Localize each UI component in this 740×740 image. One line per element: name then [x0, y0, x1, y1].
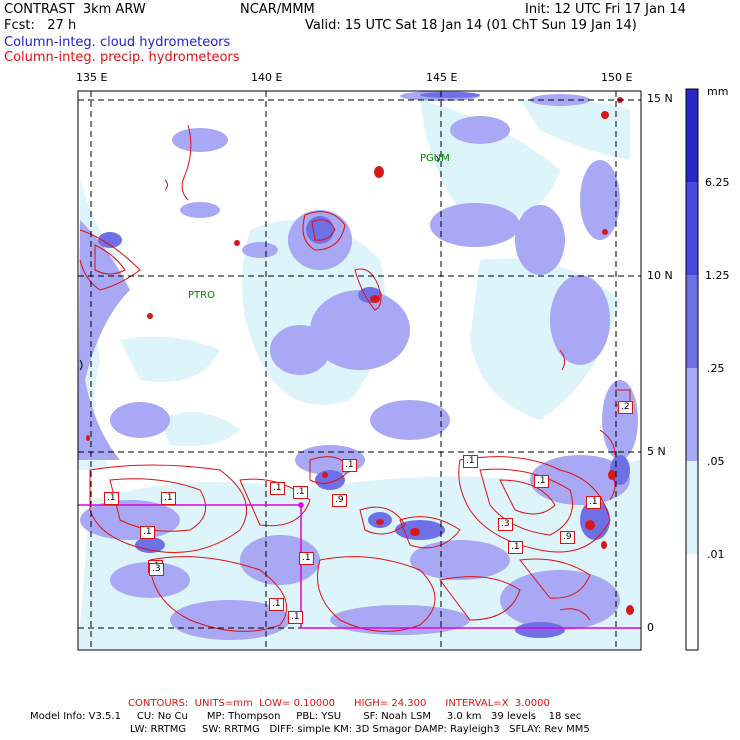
field-precip-label: Column-integ. precip. hydrometeors — [4, 50, 240, 65]
station-pgum-label: PGUM — [420, 153, 450, 164]
contour-label: .1 — [342, 459, 357, 472]
contour-label: .1 — [463, 455, 478, 468]
contour-label: .1 — [269, 598, 284, 611]
lon-label-135: 135 E — [76, 71, 108, 84]
colorbar-label-05: .05 — [707, 455, 725, 468]
colorbar-label-6-25: 6.25 — [705, 176, 730, 189]
precip-cores — [86, 97, 634, 615]
contour-info: CONTOURS: UNITS=mm LOW= 0.10000 HIGH= 24… — [128, 698, 550, 709]
colorbar-unit: mm — [707, 85, 729, 98]
lat-label-10n: 10 N — [647, 269, 673, 282]
model-info: Model Info: V3.5.1 CU: No Cu MP: Thompso… — [30, 711, 582, 722]
lon-label-140: 140 E — [251, 71, 283, 84]
contour-label: .1 — [534, 475, 549, 488]
contour-label: .1 — [508, 541, 523, 554]
colorbar-label-1-25: 1.25 — [705, 269, 730, 282]
init-time: Init: 12 UTC Fri 17 Jan 14 — [525, 2, 686, 17]
colorbar-label-01: .01 — [707, 548, 725, 561]
org-label: NCAR/MMM — [240, 2, 315, 17]
lat-label-5n: 5 N — [647, 445, 666, 458]
contour-label: .3 — [149, 563, 164, 576]
contour-label: .1 — [293, 486, 308, 499]
contour-label: .1 — [161, 492, 176, 505]
contour-label: .1 — [586, 496, 601, 509]
map-frame — [77, 90, 642, 651]
nested-domain-box — [78, 502, 641, 629]
contour-label: .2 — [618, 401, 633, 414]
model-title: CONTRAST 3km ARW — [4, 2, 146, 17]
field-cloud-label: Column-integ. cloud hydrometeors — [4, 35, 231, 50]
lat-label-15n: 15 N — [647, 92, 673, 105]
precip-contours — [79, 124, 631, 632]
contour-label: .9 — [560, 531, 575, 544]
station-ptro-label: PTRO — [188, 290, 215, 301]
lon-label-145: 145 E — [426, 71, 458, 84]
contour-label: .1 — [270, 482, 285, 495]
cloud-shading — [78, 91, 640, 650]
contour-label: .1 — [288, 611, 303, 624]
contour-label: .9 — [332, 494, 347, 507]
valid-time: Valid: 15 UTC Sat 18 Jan 14 (01 ChT Sun … — [305, 18, 637, 33]
contour-label: .1 — [299, 552, 314, 565]
forecast-hour: Fcst: 27 h — [4, 18, 77, 33]
lon-label-150: 150 E — [601, 71, 633, 84]
colorbar — [685, 88, 699, 651]
contour-label: .1 — [104, 492, 119, 505]
stations: PGUM PTRO — [188, 153, 450, 301]
coastlines — [79, 155, 439, 371]
contour-label: .3 — [498, 518, 513, 531]
model-info-physics: LW: RRTMG SW: RRTMG DIFF: simple KM: 3D … — [130, 724, 590, 735]
colorbar-label-25: .25 — [707, 362, 725, 375]
lat-label-0: 0 — [647, 621, 654, 634]
contour-label: .1 — [140, 526, 155, 539]
